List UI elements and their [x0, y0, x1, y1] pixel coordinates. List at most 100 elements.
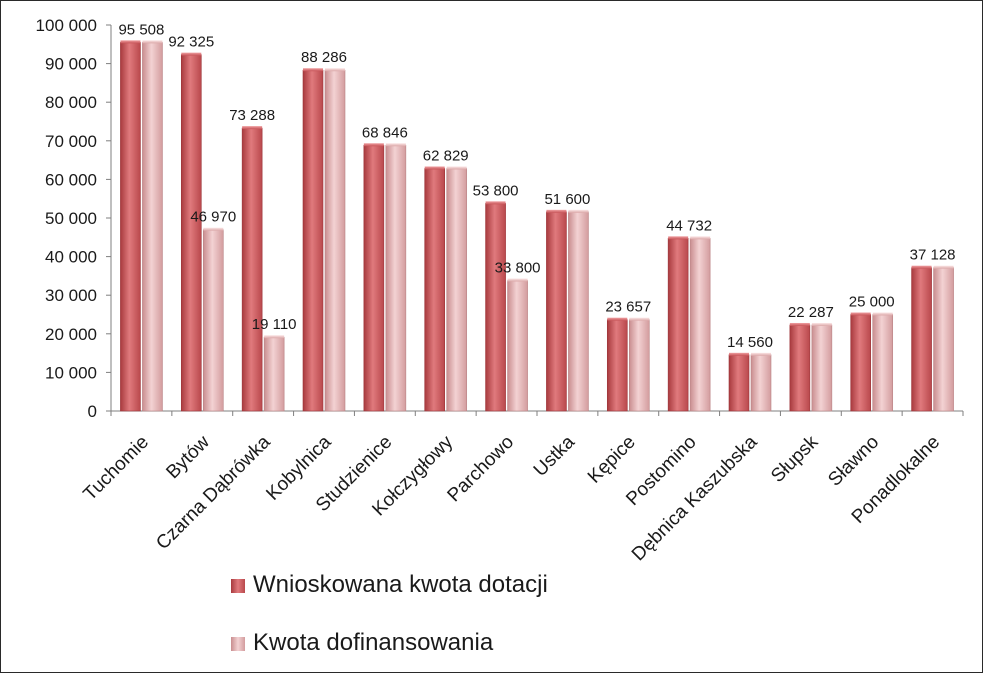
- bar-top: [811, 322, 832, 326]
- bar: [241, 127, 263, 412]
- bar-top: [203, 227, 224, 231]
- data-label: 37 128: [910, 247, 956, 264]
- bar: [789, 324, 811, 412]
- bar-top: [181, 52, 202, 56]
- y-tick-label: 100 000: [36, 16, 97, 35]
- legend-label-requested: Wnioskowana kwota dotacji: [253, 571, 548, 598]
- bar: [933, 267, 954, 412]
- bar-top: [120, 40, 141, 44]
- y-tick-label: 50 000: [45, 209, 97, 228]
- bar: [872, 314, 894, 412]
- bar: [546, 211, 567, 412]
- bar-top: [385, 143, 406, 147]
- bar-top: [446, 166, 467, 170]
- bar: [446, 168, 468, 412]
- bar-top: [911, 265, 932, 269]
- y-tick-label: 90 000: [45, 55, 97, 74]
- bar-top: [850, 312, 871, 316]
- y-tick-label: 10 000: [45, 363, 97, 382]
- bar-top: [325, 68, 345, 72]
- bar-top: [242, 126, 263, 130]
- bar: [911, 267, 932, 412]
- bar: [750, 354, 772, 412]
- data-label: 33 800: [495, 260, 541, 277]
- bar: [424, 168, 446, 412]
- x-tick-label: Kępice: [584, 432, 640, 488]
- bar-top: [872, 312, 893, 316]
- data-label: 73 288: [229, 107, 275, 124]
- data-label: 92 325: [168, 34, 214, 51]
- bar: [202, 229, 224, 412]
- x-tick-label: Bytów: [162, 431, 214, 483]
- bar: [180, 54, 202, 412]
- bar-top: [690, 236, 711, 240]
- bar: [302, 69, 324, 412]
- bar: [850, 314, 872, 412]
- legend-swatch-funded: [231, 637, 245, 651]
- y-tick-label: 30 000: [45, 286, 97, 305]
- x-tick-label: Słupsk: [767, 431, 823, 487]
- bar-top: [933, 265, 954, 269]
- y-tick-label: 0: [88, 402, 97, 421]
- bar: [628, 319, 650, 412]
- data-label: 88 286: [301, 49, 347, 66]
- x-tick-label: Czarna Dąbrówka: [152, 431, 275, 554]
- x-tick-label: Ustka: [530, 431, 579, 480]
- bar: [811, 324, 833, 412]
- data-label: 68 846: [362, 124, 408, 141]
- bar-top: [629, 317, 650, 321]
- data-label: 53 800: [473, 182, 519, 199]
- bar: [263, 336, 285, 412]
- y-tick-label: 80 000: [45, 93, 97, 112]
- bar-top: [142, 40, 163, 44]
- bar-top: [668, 236, 689, 240]
- bar-top: [363, 143, 384, 147]
- bar: [142, 42, 163, 412]
- data-label: 23 657: [605, 299, 651, 316]
- x-tick-label: Sławno: [824, 432, 883, 491]
- bar: [689, 238, 711, 412]
- bar-top: [485, 201, 506, 205]
- bar-top: [729, 352, 749, 356]
- x-tick-label: Tuchomie: [80, 432, 153, 505]
- legend-label-funded: Kwota dofinansowania: [253, 629, 494, 656]
- bar: [385, 144, 407, 412]
- data-label: 44 732: [666, 217, 712, 234]
- y-tick-label: 40 000: [45, 248, 97, 267]
- bar: [728, 354, 750, 412]
- y-tick-label: 70 000: [45, 132, 97, 151]
- bar-top: [424, 166, 445, 170]
- data-label: 22 287: [788, 304, 834, 321]
- bar-top: [789, 322, 810, 326]
- bar: [324, 69, 346, 412]
- bar: [120, 42, 141, 412]
- bar-top: [264, 335, 285, 339]
- y-tick-label: 20 000: [45, 325, 97, 344]
- legend-swatch-requested: [231, 579, 245, 593]
- bars: [120, 40, 954, 412]
- bar: [667, 238, 689, 412]
- bar-top: [546, 209, 567, 213]
- bar-top: [751, 352, 771, 356]
- bar: [568, 211, 589, 412]
- data-label: 51 600: [544, 191, 590, 208]
- bar: [606, 319, 628, 412]
- bar-top: [607, 317, 628, 321]
- data-label: 46 970: [190, 209, 236, 226]
- bar: [507, 280, 528, 412]
- data-label: 95 508: [118, 21, 164, 38]
- data-label: 19 110: [252, 316, 297, 333]
- data-label: 14 560: [727, 334, 773, 351]
- bar-top: [303, 68, 323, 72]
- bar-top: [507, 278, 528, 282]
- bar-top: [568, 209, 589, 213]
- data-label: 62 829: [423, 147, 469, 164]
- data-label: 25 000: [849, 294, 895, 311]
- y-tick-label: 60 000: [45, 170, 97, 189]
- bar: [485, 203, 506, 412]
- bar: [363, 144, 385, 412]
- x-tick-label: Parchowo: [444, 432, 519, 507]
